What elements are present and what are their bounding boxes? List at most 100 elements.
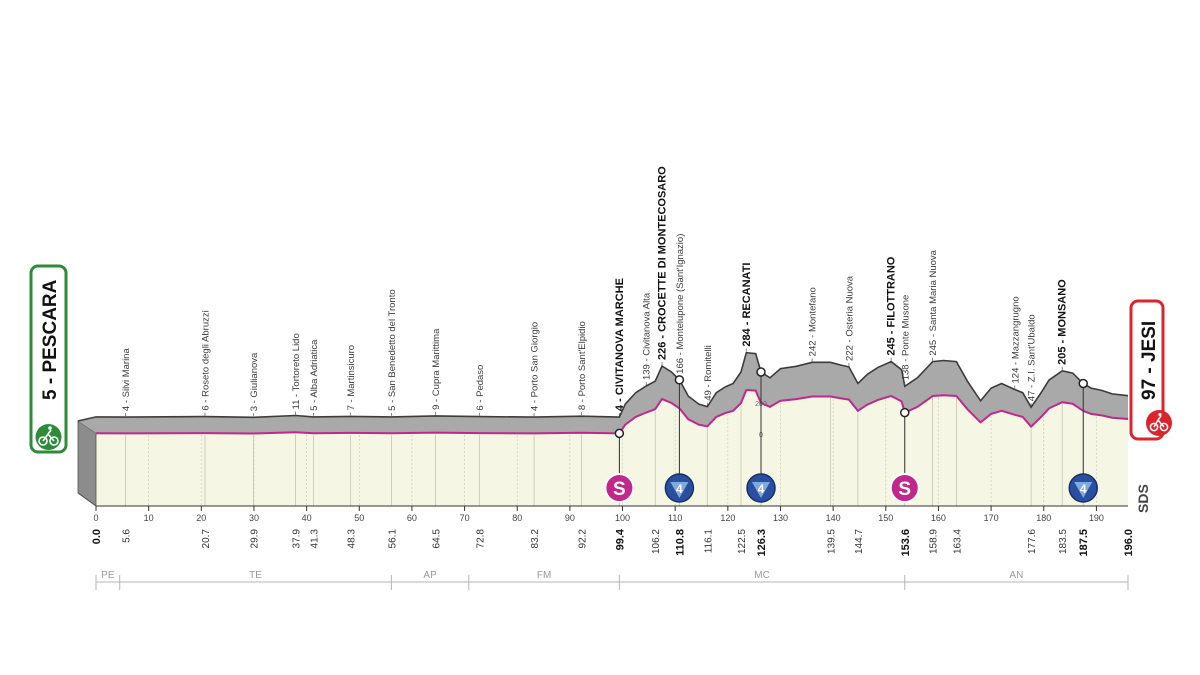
location-label: 139 - Civitanova Alta: [642, 292, 653, 380]
km-axis-tick-label: 130: [773, 513, 788, 523]
province-bar: PE TE AP FM MC AN: [95, 570, 1129, 590]
marker-point: [756, 367, 766, 377]
route-line-path: [95, 388, 1129, 435]
location-label: 49 - Romitelli: [703, 345, 714, 400]
distance-label: 163.4: [952, 529, 963, 554]
distance-label: 37.9: [292, 529, 303, 549]
location-label: 9 - Cupra Marittima: [431, 328, 442, 410]
province-label: TE: [249, 570, 262, 581]
province-label: PE: [101, 570, 115, 581]
distance-label: 56.1: [387, 529, 398, 549]
profile-base-edge: [77, 492, 97, 507]
km-axis-tick-label: 30: [249, 513, 259, 523]
km-axis-tick-label: 60: [407, 513, 417, 523]
km-axis-tick-label: 50: [354, 513, 364, 523]
province-label: FM: [537, 570, 551, 581]
distance-label: 177.6: [1027, 529, 1038, 554]
location-label: 5 - San Benedetto del Tronto: [387, 289, 398, 410]
distance-label: 122.5: [737, 529, 748, 554]
distance-label: 41.3: [309, 529, 320, 549]
distance-labels: 0.0 5.6 20.7 29.9 37.9 41.3 48.3 56.1 64.5 72.8 83…: [91, 528, 1135, 556]
route-line: [95, 388, 1129, 435]
start-badge: 5 - PESCARA: [29, 264, 68, 454]
distance-label: 92.2: [577, 529, 588, 549]
distance-label: 183.5: [1058, 529, 1069, 554]
distance-label: 29.9: [249, 529, 260, 549]
location-label: 4 - Porto San Giorgio: [530, 322, 541, 411]
location-label: 5 - Alba Adriatica: [309, 339, 320, 411]
distance-label: 99.4: [614, 528, 626, 550]
distance-label: 196.0: [1123, 529, 1135, 557]
km-axis-tick-label: 170: [984, 513, 999, 523]
distance-label: 5.6: [121, 529, 132, 543]
distance-label: 153.6: [900, 529, 912, 557]
distance-label: 116.1: [703, 529, 714, 554]
intermediate-markers: S 4 4 S 4: [604, 367, 1098, 503]
distance-label: 64.5: [432, 529, 443, 549]
location-label: 138 - Ponte Musone: [900, 295, 911, 381]
location-label: 222 - Osteria Nuova: [844, 275, 855, 361]
kom-label: 4: [1080, 482, 1087, 496]
distance-label: 126.3: [756, 529, 768, 557]
sprint-label: S: [613, 479, 626, 500]
distance-label: 106.2: [651, 529, 662, 554]
marker-point: [674, 375, 685, 385]
kom-triangle: [752, 482, 771, 498]
profile-side-face: [77, 420, 97, 507]
province-label: AP: [423, 570, 437, 581]
km-axis-tick-label: 70: [460, 513, 470, 523]
km-axis-tick-label: 120: [720, 513, 735, 523]
credit-mark: SDS: [1135, 484, 1151, 513]
location-label: 245 - Santa Maria Nuova: [928, 249, 939, 355]
km-axis-tick-label: 0: [93, 513, 98, 523]
kom-label: 4: [676, 482, 683, 496]
km-axis-tick-label: 150: [878, 513, 893, 523]
location-label: 4 - Silvi Marina: [121, 348, 132, 412]
sprint-icon: [889, 473, 920, 503]
finish-label: 97 - JESI: [1139, 321, 1160, 400]
distance-label: 110.8: [674, 529, 686, 556]
location-label: 284 - RECANATI: [741, 263, 753, 347]
km-axis-tick-label: 140: [826, 513, 841, 523]
location-labels: 4 - Silvi Marina 6 - Roseto degli Abruzzi…: [121, 166, 1069, 417]
kom-triangle: [670, 482, 689, 498]
start-label: 5 - PESCARA: [40, 279, 61, 400]
finish-badge: 97 - JESI: [1129, 299, 1172, 441]
km-axis-tick-label: 80: [512, 513, 522, 523]
profile-outline: [77, 351, 1129, 422]
province-label: MC: [754, 570, 770, 581]
km-axis-tick-label: 180: [1036, 513, 1051, 523]
km-axis-tick-label: 100: [615, 513, 630, 523]
cyclist-icon: [35, 424, 62, 450]
location-label: 4 - CIVITANOVA MARCHE: [614, 278, 626, 411]
distance-label: 187.5: [1078, 529, 1090, 557]
km-axis: 0 10 20 30 40 50 60 70 80 90 100 110 120 130 140 150 160…: [93, 505, 1128, 523]
sprint-icon: [604, 473, 635, 503]
location-label: 205 - MONSANO: [1057, 279, 1069, 365]
location-label: 3 - Giulianova: [249, 352, 260, 411]
location-label: 7 - Martinsicuro: [346, 345, 357, 410]
location-label: 124 - Mazzangrugno: [1010, 296, 1021, 383]
location-label: 47 - Z.I. Sant'Ubaldo: [1027, 314, 1038, 401]
marker-point: [900, 407, 910, 418]
km-axis-tick-label: 90: [565, 513, 575, 523]
distance-label: 83.2: [530, 529, 541, 549]
distance-label: 72.8: [475, 529, 486, 549]
location-label: 245 - FILOTTRANO: [886, 256, 898, 355]
km-axis-tick-label: 20: [196, 513, 206, 523]
elevation-profile: [77, 351, 1129, 434]
km-axis-tick-label: 110: [668, 513, 682, 523]
profile-base-area: [96, 390, 1128, 506]
marker-point: [614, 428, 625, 439]
km-axis-tick-label: 40: [302, 513, 312, 523]
location-label: 8 - Porto Sant'Elpidio: [577, 321, 588, 410]
finish-flag-icon: [1146, 410, 1172, 436]
kom-label: 4: [758, 482, 765, 496]
distance-label: 158.9: [929, 529, 940, 554]
distance-label: 48.3: [346, 529, 357, 549]
location-label: 6 - Pedaso: [475, 365, 486, 411]
km-axis-tick-label: 160: [931, 513, 946, 523]
distance-label: 139.5: [827, 529, 838, 554]
location-label: 166 - Montelupone (Sant'Ignazio): [675, 234, 686, 374]
